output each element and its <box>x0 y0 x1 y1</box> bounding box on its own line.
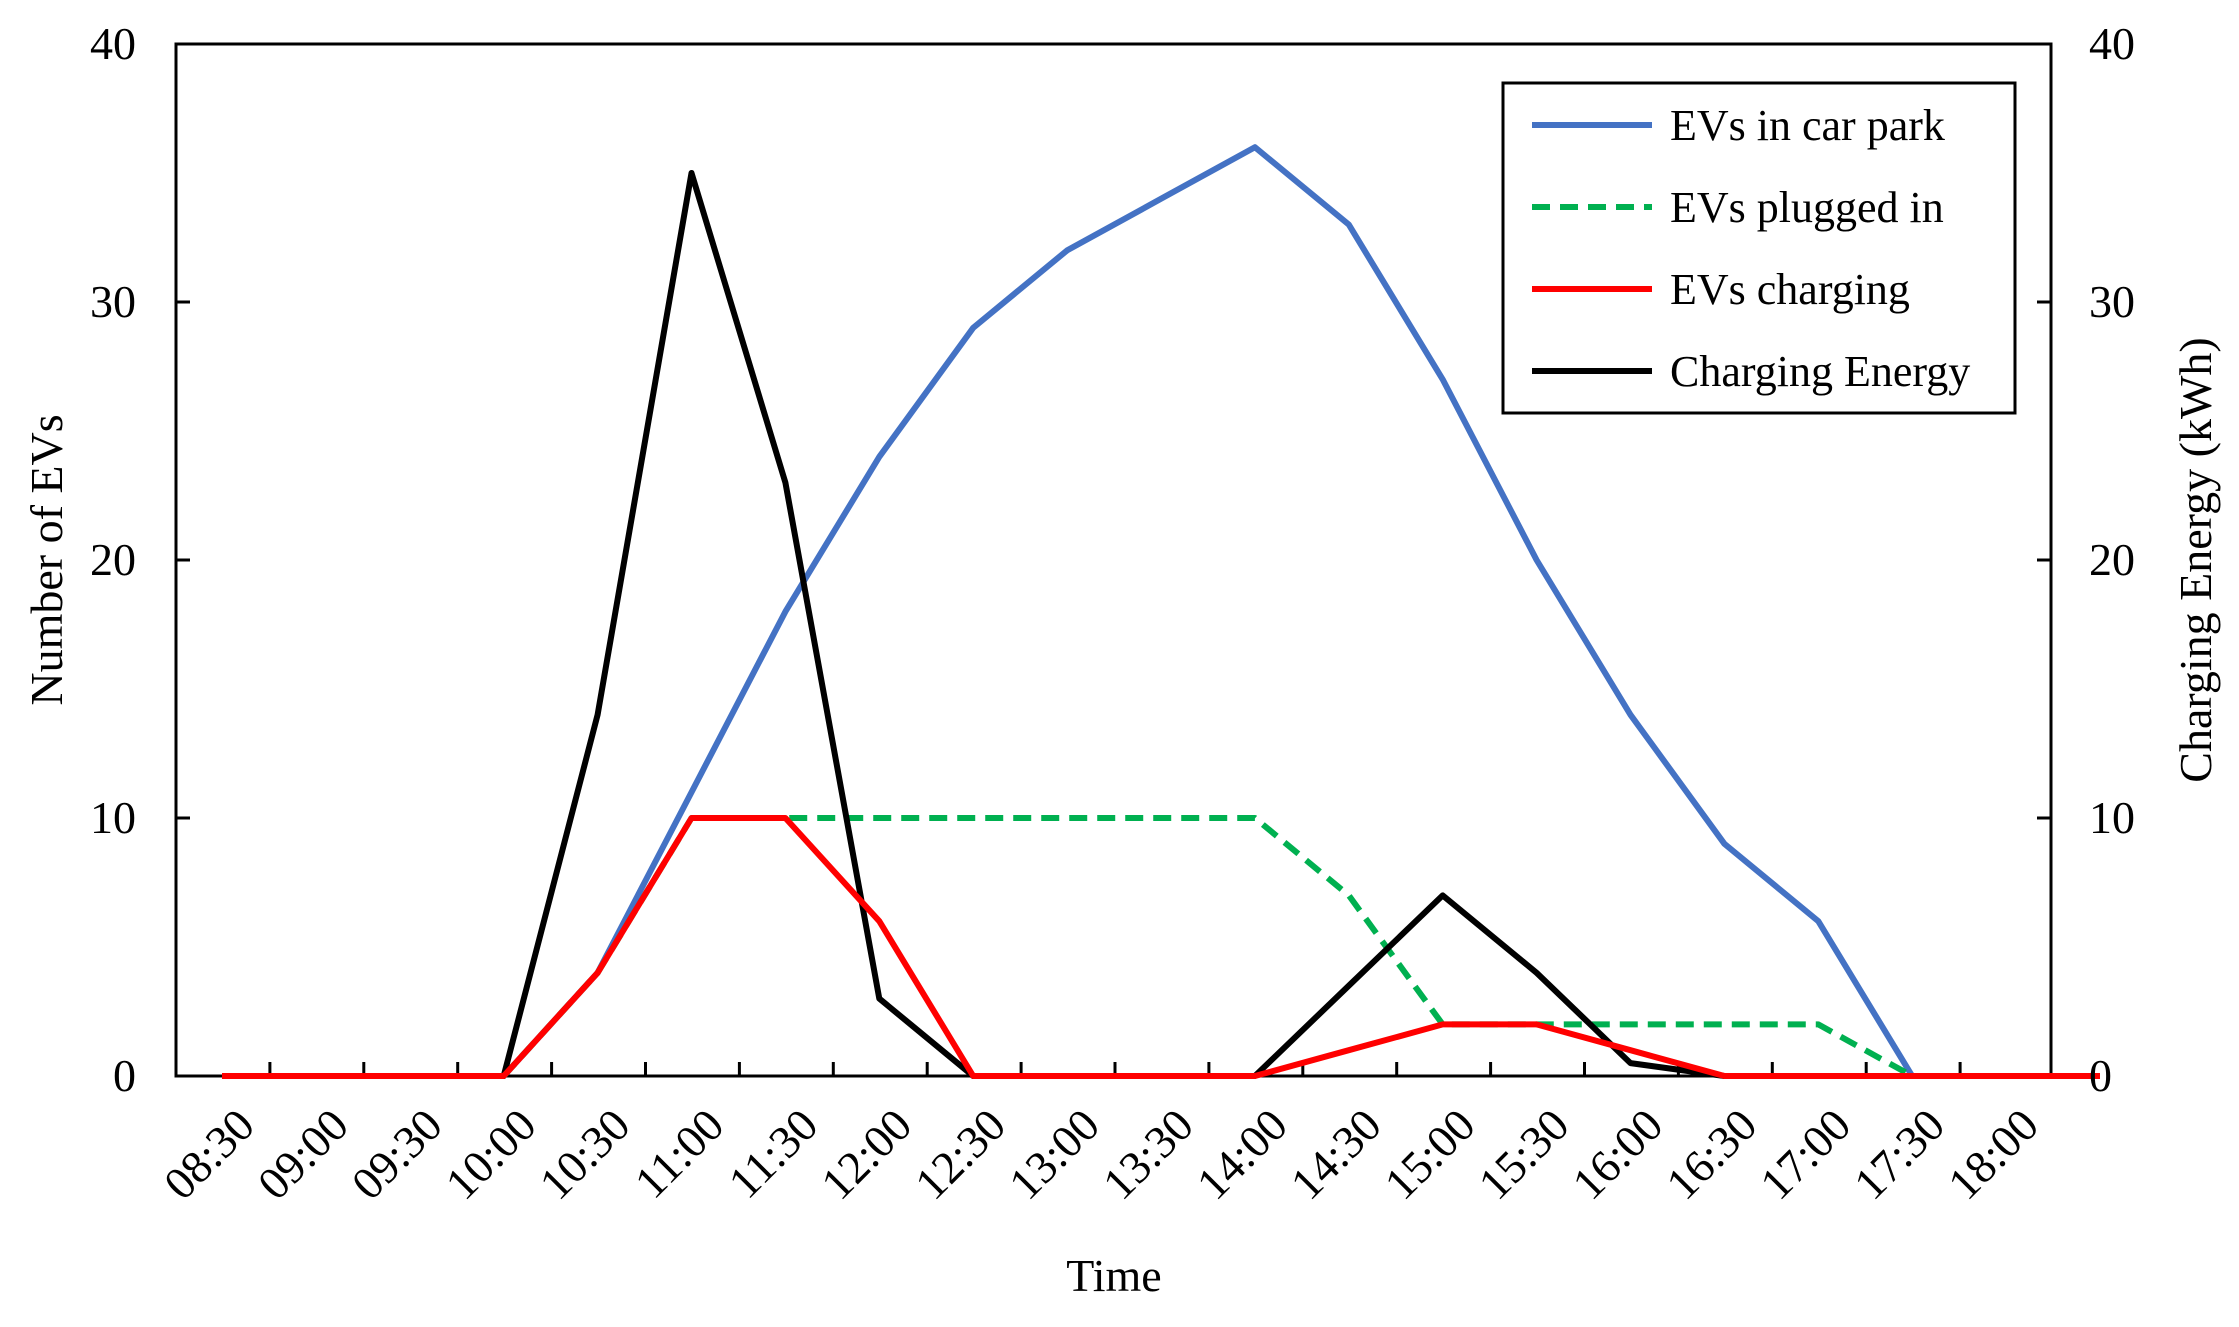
y2-tick-label: 30 <box>2089 276 2135 327</box>
x-tick-label: 12:00 <box>811 1099 921 1209</box>
x-tick-label: 13:00 <box>999 1099 1109 1209</box>
series-line-evs-charging <box>222 815 2100 1079</box>
y-tick-label: 30 <box>90 276 136 327</box>
y2-tick-label: 0 <box>2089 1050 2112 1101</box>
y2-tick-label: 10 <box>2089 792 2135 843</box>
legend: EVs in car park EVs plugged in EVs chargin… <box>1501 81 2017 415</box>
y-tick-label: 10 <box>90 792 136 843</box>
y-tick-label: 40 <box>90 18 136 69</box>
x-tick-label: 18:00 <box>1938 1099 2048 1209</box>
y-tick-label: 20 <box>90 534 136 585</box>
legend-label: EVs plugged in <box>1670 183 1944 232</box>
x-tick-label: 14:00 <box>1187 1099 1297 1209</box>
series-line-evs-plugged-in <box>222 815 2100 1079</box>
x-axis-title: Time <box>1066 1250 1161 1301</box>
x-tick-label: 08:30 <box>154 1099 264 1209</box>
y2-tick-label: 20 <box>2089 534 2135 585</box>
y2-axis-title: Charging Energy (kWh) <box>2170 337 2221 782</box>
x-tick-label: 15:30 <box>1468 1099 1578 1209</box>
legend-label: Charging Energy <box>1670 347 1970 396</box>
x-tick-label: 12:30 <box>905 1099 1015 1209</box>
x-tick-label: 13:30 <box>1093 1099 1203 1209</box>
x-tick-label: 11:00 <box>625 1099 734 1208</box>
x-tick-label: 14:30 <box>1281 1099 1391 1209</box>
x-tick-label: 17:00 <box>1750 1099 1860 1209</box>
x-tick-label: 17:30 <box>1844 1099 1954 1209</box>
series-layer <box>222 144 2100 1079</box>
legend-label: EVs in car park <box>1670 101 1945 150</box>
x-tick-label: 09:30 <box>342 1099 452 1209</box>
x-tick-label: 09:00 <box>248 1099 358 1209</box>
x-tick-label: 10:30 <box>529 1099 639 1209</box>
y-tick-label: 0 <box>113 1050 136 1101</box>
x-tick-label: 16:30 <box>1656 1099 1766 1209</box>
x-tick-label: 16:00 <box>1562 1099 1672 1209</box>
x-tick-label: 10:00 <box>436 1099 546 1209</box>
x-tick-label: 11:30 <box>718 1099 827 1208</box>
legend-frame <box>1501 81 2017 415</box>
x-tick-label: 15:00 <box>1375 1099 1485 1209</box>
y-axis-title: Number of EVs <box>21 414 72 705</box>
legend-label: EVs charging <box>1670 265 1910 314</box>
y2-tick-label: 40 <box>2089 18 2135 69</box>
